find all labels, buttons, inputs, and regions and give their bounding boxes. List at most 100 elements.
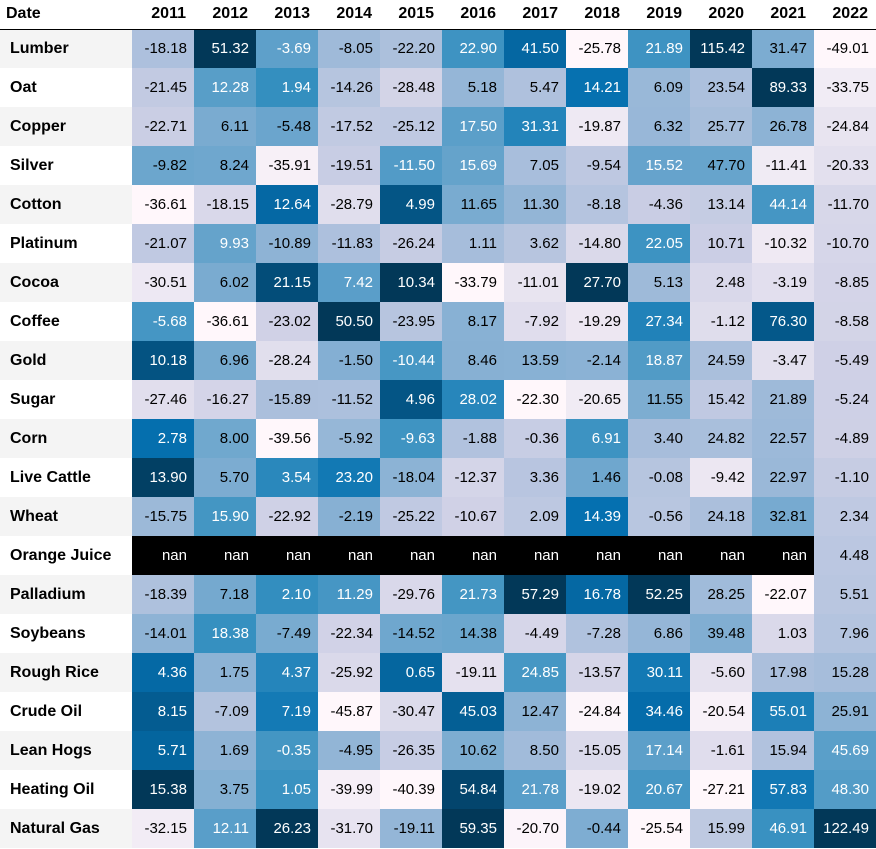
heatmap-cell: -7.09 [194,692,256,731]
heatmap-cell: 4.37 [256,653,318,692]
heatmap-cell: -1.10 [814,458,876,497]
row-label: Palladium [0,575,132,614]
heatmap-cell: -11.41 [752,146,814,185]
column-header: 2012 [194,0,256,30]
heatmap-cell: -19.51 [318,146,380,185]
heatmap-cell: -14.26 [318,68,380,107]
heatmap-cell: 13.90 [132,458,194,497]
heatmap-cell: 1.69 [194,731,256,770]
heatmap-cell: 1.75 [194,653,256,692]
heatmap-cell: 57.29 [504,575,566,614]
heatmap-cell: -22.92 [256,497,318,536]
heatmap-cell: -5.60 [690,653,752,692]
heatmap-cell: 7.96 [814,614,876,653]
row-label: Lumber [0,29,132,68]
heatmap-cell: 13.59 [504,341,566,380]
heatmap-cell: 17.14 [628,731,690,770]
heatmap-cell: 14.38 [442,614,504,653]
heatmap-cell: nan [566,536,628,575]
heatmap-cell: nan [752,536,814,575]
heatmap-cell: 2.09 [504,497,566,536]
table-row: Lumber -18.18 51.32 -3.69 -8.05 -22.20 22.90 41… [0,29,876,68]
column-header: 2020 [690,0,752,30]
row-label: Heating Oil [0,770,132,809]
heatmap-cell: -15.89 [256,380,318,419]
table-row: Cocoa -30.51 6.02 21.15 7.42 10.34 -33.79 -11.0… [0,263,876,302]
heatmap-cell: 55.01 [752,692,814,731]
heatmap-cell: 4.96 [380,380,442,419]
column-header: 2015 [380,0,442,30]
heatmap-cell: 22.97 [752,458,814,497]
heatmap-cell: -22.30 [504,380,566,419]
heatmap-cell: 25.91 [814,692,876,731]
heatmap-cell: 14.39 [566,497,628,536]
heatmap-cell: 21.89 [752,380,814,419]
heatmap-cell: -15.75 [132,497,194,536]
table-row: Corn 2.78 8.00 -39.56 -5.92 -9.63 -1.88 -0.36 6.… [0,419,876,458]
heatmap-cell: -32.15 [132,809,194,848]
table-row: Soybeans -14.01 18.38 -7.49 -22.34 -14.52 14.3… [0,614,876,653]
heatmap-cell: 16.78 [566,575,628,614]
heatmap-cell: 12.64 [256,185,318,224]
heatmap-cell: -8.58 [814,302,876,341]
heatmap-cell: 27.70 [566,263,628,302]
heatmap-cell: -9.42 [690,458,752,497]
heatmap-cell: 8.46 [442,341,504,380]
heatmap-cell: 115.42 [690,29,752,68]
heatmap-cell: 11.55 [628,380,690,419]
heatmap-cell: -18.18 [132,29,194,68]
heatmap-cell: 21.89 [628,29,690,68]
heatmap-cell: 5.18 [442,68,504,107]
heatmap-cell: -11.70 [814,185,876,224]
heatmap-cell: 15.42 [690,380,752,419]
heatmap-cell: 28.02 [442,380,504,419]
row-label: Cocoa [0,263,132,302]
heatmap-cell: 59.35 [442,809,504,848]
heatmap-cell: 51.32 [194,29,256,68]
heatmap-cell: 14.21 [566,68,628,107]
heatmap-cell: 25.77 [690,107,752,146]
heatmap-cell: 15.38 [132,770,194,809]
heatmap-cell: 10.62 [442,731,504,770]
heatmap-cell: -5.68 [132,302,194,341]
heatmap-cell: 39.48 [690,614,752,653]
row-label: Copper [0,107,132,146]
heatmap-cell: -3.69 [256,29,318,68]
heatmap-cell: 5.51 [814,575,876,614]
heatmap-cell: 4.36 [132,653,194,692]
table-row: Orange Juice nan nan nan nan nan nan nan nan nan n… [0,536,876,575]
heatmap-cell: 22.05 [628,224,690,263]
heatmap-cell: 122.49 [814,809,876,848]
heatmap-cell: nan [256,536,318,575]
heatmap-cell: -20.65 [566,380,628,419]
heatmap-cell: 5.71 [132,731,194,770]
heatmap-cell: 10.71 [690,224,752,263]
heatmap-cell: 44.14 [752,185,814,224]
heatmap-cell: 12.47 [504,692,566,731]
heatmap-cell: nan [442,536,504,575]
heatmap-cell: -22.34 [318,614,380,653]
heatmap-cell: -2.19 [318,497,380,536]
heatmap-cell: -21.45 [132,68,194,107]
table-row: Lean Hogs 5.71 1.69 -0.35 -4.95 -26.35 10.62 8.… [0,731,876,770]
heatmap-cell: 5.47 [504,68,566,107]
heatmap-cell: -22.71 [132,107,194,146]
column-header: 2018 [566,0,628,30]
table-row: Palladium -18.39 7.18 2.10 11.29 -29.76 21.73 5… [0,575,876,614]
heatmap-cell: -26.24 [380,224,442,263]
heatmap-cell: 22.57 [752,419,814,458]
table-row: Sugar -27.46 -16.27 -15.89 -11.52 4.96 28.02 -2… [0,380,876,419]
heatmap-cell: 3.40 [628,419,690,458]
heatmap-cell: -0.08 [628,458,690,497]
heatmap-cell: 47.70 [690,146,752,185]
heatmap-cell: 12.11 [194,809,256,848]
heatmap-cell: -28.48 [380,68,442,107]
table-row: Coffee -5.68 -36.61 -23.02 50.50 -23.95 8.17 -7… [0,302,876,341]
heatmap-cell: -1.88 [442,419,504,458]
heatmap-cell: -12.37 [442,458,504,497]
table-row: Crude Oil 8.15 -7.09 7.19 -45.87 -30.47 45.03 1… [0,692,876,731]
table-row: Copper -22.71 6.11 -5.48 -17.52 -25.12 17.50 31… [0,107,876,146]
heatmap-cell: 54.84 [442,770,504,809]
header-row: Date 2011 2012 2013 2014 2015 2016 2017 2018 201… [0,0,876,30]
heatmap-cell: -26.35 [380,731,442,770]
